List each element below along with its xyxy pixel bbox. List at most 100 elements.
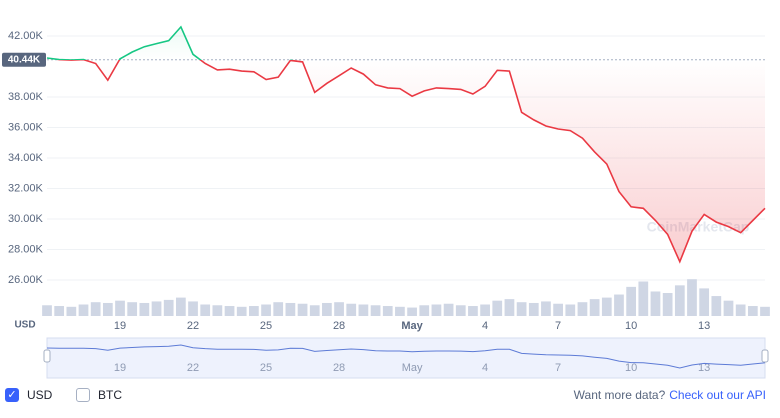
volume-bar bbox=[747, 306, 758, 316]
x-tick-label: May bbox=[401, 320, 423, 332]
navigator-handle[interactable] bbox=[43, 349, 51, 363]
navigator[interactable] bbox=[46, 337, 766, 379]
volume-bar bbox=[443, 303, 454, 316]
volume-bar bbox=[577, 302, 588, 316]
volume-bar bbox=[102, 302, 113, 316]
volume-bar bbox=[395, 306, 405, 316]
volume-bar bbox=[492, 300, 503, 316]
x-tick-label: 19 bbox=[114, 320, 126, 332]
reference-label-box bbox=[2, 52, 46, 67]
checkbox[interactable] bbox=[76, 388, 90, 402]
volume-bar bbox=[553, 303, 563, 316]
volume-bar bbox=[139, 302, 150, 316]
volume-bar bbox=[711, 296, 722, 316]
navigator-line bbox=[46, 344, 766, 369]
volume-bar bbox=[565, 304, 576, 316]
volume-bar bbox=[261, 304, 271, 316]
x-tick-label: 13 bbox=[698, 320, 710, 332]
volume-bar bbox=[42, 305, 52, 316]
volume-bar bbox=[468, 306, 478, 316]
volume-bar bbox=[78, 304, 89, 316]
volume-bar bbox=[273, 302, 284, 316]
volume-bar bbox=[188, 301, 198, 316]
volume-bar bbox=[322, 302, 332, 316]
currency-label: USD bbox=[27, 388, 53, 402]
navigator-tick-label: 19 bbox=[114, 362, 126, 374]
volume-bar bbox=[516, 302, 527, 316]
y-tick-label: 32.00K bbox=[8, 182, 44, 194]
x-tick-label: 7 bbox=[555, 320, 561, 332]
volume-bar bbox=[90, 302, 101, 316]
volume-bar bbox=[163, 299, 174, 316]
volume-bar bbox=[431, 304, 442, 316]
volume-bar bbox=[626, 286, 637, 316]
navigator-tick-label: 13 bbox=[698, 362, 710, 374]
volume-bar bbox=[115, 300, 125, 316]
volume-bar bbox=[382, 306, 393, 316]
volume-bar bbox=[480, 304, 490, 316]
x-tick-label: 4 bbox=[482, 320, 488, 332]
y-tick-label: 42.00K bbox=[8, 30, 44, 42]
volume-bar bbox=[419, 305, 430, 316]
navigator-tick-label: May bbox=[402, 362, 423, 374]
y-tick-label: 36.00K bbox=[8, 121, 44, 133]
volume-bar bbox=[127, 302, 138, 316]
volume-bar bbox=[407, 307, 417, 316]
volume-bar bbox=[358, 304, 369, 316]
navigator-tick-label: 4 bbox=[482, 362, 488, 374]
volume-bar bbox=[54, 306, 65, 316]
volume-bar bbox=[614, 294, 624, 316]
y-tick-label: 38.00K bbox=[8, 91, 44, 103]
navigator-tick-label: 7 bbox=[555, 362, 561, 374]
volume-bar bbox=[504, 299, 515, 316]
volume-bar bbox=[66, 306, 77, 316]
y-tick-label: 34.00K bbox=[8, 152, 44, 164]
currency-label: BTC bbox=[98, 388, 122, 402]
volume-bar bbox=[541, 301, 551, 316]
volume-bar bbox=[346, 303, 357, 316]
chart: USD CoinMarketCap 26.00K28.00K30.00K32.0… bbox=[2, 25, 770, 379]
volume-bar bbox=[662, 293, 673, 316]
volume-bar bbox=[723, 300, 734, 316]
volume-bar bbox=[175, 297, 186, 316]
btc-toggle[interactable]: BTC bbox=[76, 388, 122, 402]
volume-bar bbox=[285, 302, 296, 316]
y-axis-unit: USD bbox=[14, 320, 35, 331]
volume-bar bbox=[455, 305, 466, 316]
volume-bar bbox=[151, 301, 162, 316]
volume-bar bbox=[249, 306, 259, 316]
x-tick-label: 10 bbox=[625, 320, 637, 332]
volume-bar bbox=[760, 306, 770, 316]
cta-link[interactable]: Check out our API bbox=[669, 388, 766, 402]
volume-bar bbox=[699, 288, 710, 316]
usd-toggle[interactable]: ✓ USD bbox=[5, 388, 52, 402]
volume-bar bbox=[309, 305, 320, 316]
volume-bar bbox=[528, 302, 539, 316]
volume-bar bbox=[297, 303, 308, 316]
navigator-tick-label: 22 bbox=[187, 362, 199, 374]
x-tick-label: 22 bbox=[187, 320, 199, 332]
y-tick-label: 28.00K bbox=[8, 243, 44, 255]
navigator-handle[interactable] bbox=[761, 349, 769, 363]
cta-text: Want more data? bbox=[573, 388, 666, 402]
navigator-tick-label: 25 bbox=[260, 362, 272, 374]
x-tick-label: 28 bbox=[333, 320, 345, 332]
checkbox-checked[interactable]: ✓ bbox=[5, 388, 19, 402]
volume-bar bbox=[589, 299, 600, 316]
volume-bar bbox=[200, 304, 211, 316]
volume-bar bbox=[601, 297, 612, 316]
area-fill bbox=[47, 26, 765, 262]
y-tick-label: 30.00K bbox=[8, 213, 44, 225]
volume-bar bbox=[674, 285, 685, 316]
cta: Want more data? Check out our API bbox=[574, 388, 766, 402]
volume-bar bbox=[224, 306, 235, 316]
navigator-tick-label: 10 bbox=[625, 362, 637, 374]
volume-bar bbox=[638, 281, 649, 316]
volume-bar bbox=[334, 302, 344, 316]
volume-bar bbox=[735, 304, 746, 316]
volume-bar bbox=[687, 279, 697, 316]
volume-bar bbox=[650, 291, 661, 316]
volume-bar bbox=[236, 306, 247, 316]
volume-bar bbox=[370, 305, 381, 316]
